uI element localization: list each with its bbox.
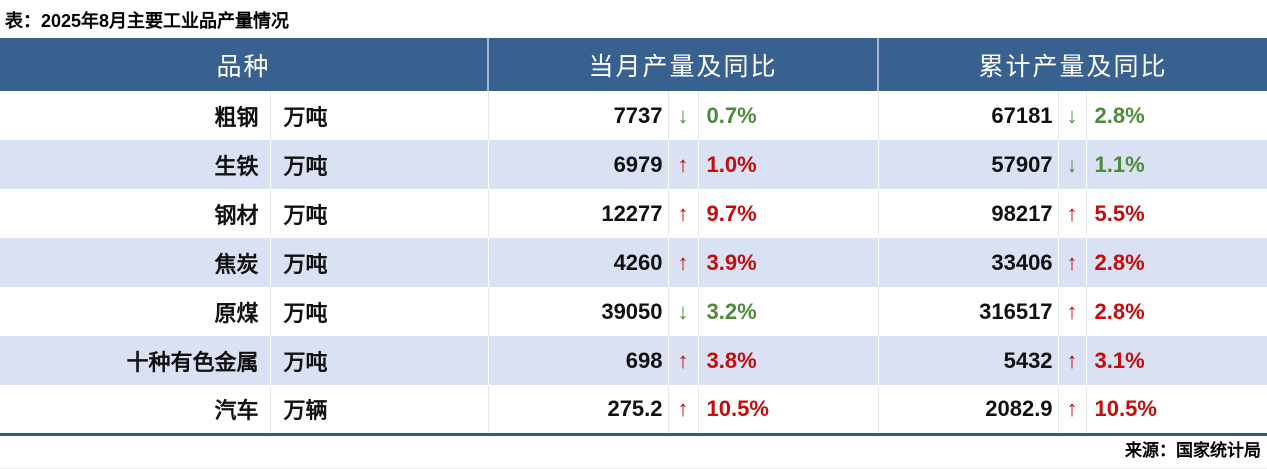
down-arrow-icon: ↓ <box>667 91 699 140</box>
header-month: 当月产量及同比 <box>487 38 879 91</box>
product-name-cell: 原煤 <box>214 300 259 326</box>
cumulative-value-cell: 98217 <box>877 189 1059 238</box>
unit-cell: 万吨 <box>269 189 489 238</box>
production-table: 品种 当月产量及同比 累计产量及同比 粗钢 万吨 7737 ↓ 0.7% 67181 ↓ 2.… <box>0 38 1267 436</box>
month-value-cell: 698 <box>487 336 669 385</box>
up-arrow-icon: ↑ <box>1057 238 1087 287</box>
unit-cell: 万吨 <box>269 238 489 287</box>
month-value-cell: 4260 <box>487 238 669 287</box>
unit-cell: 万辆 <box>269 385 489 434</box>
up-arrow-icon: ↑ <box>667 385 699 434</box>
month-value-cell: 39050 <box>487 287 669 336</box>
up-arrow-icon: ↑ <box>667 336 699 385</box>
table-row: 十种有色金属 万吨 698 ↑ 3.8% 5432 ↑ 3.1% <box>0 336 1267 385</box>
cumulative-value-cell: 5432 <box>877 336 1059 385</box>
unit-cell: 万吨 <box>269 140 489 189</box>
table-header-row: 品种 当月产量及同比 累计产量及同比 <box>0 38 1267 91</box>
cumulative-value-cell: 67181 <box>877 91 1059 140</box>
up-arrow-icon: ↑ <box>1057 189 1087 238</box>
cumulative-value-cell: 57907 <box>877 140 1059 189</box>
month-value-cell: 6979 <box>487 140 669 189</box>
month-value-cell: 12277 <box>487 189 669 238</box>
unit-cell: 万吨 <box>269 287 489 336</box>
table-row: 原煤 万吨 39050 ↓ 3.2% 316517 ↑ 2.8% <box>0 287 1267 336</box>
cumulative-yoy-cell: 1.1% <box>1085 140 1267 189</box>
down-arrow-icon: ↓ <box>1057 91 1087 140</box>
month-yoy-cell: 3.9% <box>697 238 879 287</box>
up-arrow-icon: ↑ <box>1057 336 1087 385</box>
month-yoy-cell: 1.0% <box>697 140 879 189</box>
unit-cell: 万吨 <box>269 91 489 140</box>
up-arrow-icon: ↑ <box>1057 287 1087 336</box>
header-cumulative: 累计产量及同比 <box>877 38 1267 91</box>
table-row: 汽车 万辆 275.2 ↑ 10.5% 2082.9 ↑ 10.5% <box>0 385 1267 434</box>
up-arrow-icon: ↑ <box>667 238 699 287</box>
product-name-cell: 十种有色金属 <box>126 349 259 375</box>
cumulative-yoy-cell: 3.1% <box>1085 336 1267 385</box>
cumulative-value-cell: 33406 <box>877 238 1059 287</box>
page-title: 表：2025年8月主要工业品产量情况 <box>5 11 290 31</box>
month-yoy-cell: 10.5% <box>697 385 879 434</box>
month-yoy-cell: 9.7% <box>697 189 879 238</box>
table-row: 焦炭 万吨 4260 ↑ 3.9% 33406 ↑ 2.8% <box>0 238 1267 287</box>
month-yoy-cell: 3.8% <box>697 336 879 385</box>
unit-cell: 万吨 <box>269 336 489 385</box>
cumulative-value-cell: 316517 <box>877 287 1059 336</box>
product-name-cell: 焦炭 <box>214 251 259 277</box>
month-yoy-cell: 0.7% <box>697 91 879 140</box>
table-row: 生铁 万吨 6979 ↑ 1.0% 57907 ↓ 1.1% <box>0 140 1267 189</box>
up-arrow-icon: ↑ <box>1057 385 1087 434</box>
product-name-cell: 粗钢 <box>214 104 259 130</box>
product-name-cell: 生铁 <box>214 153 259 179</box>
down-arrow-icon: ↓ <box>667 287 699 336</box>
cumulative-yoy-cell: 5.5% <box>1085 189 1267 238</box>
table-row: 钢材 万吨 12277 ↑ 9.7% 98217 ↑ 5.5% <box>0 189 1267 238</box>
cumulative-yoy-cell: 2.8% <box>1085 91 1267 140</box>
table-row: 粗钢 万吨 7737 ↓ 0.7% 67181 ↓ 2.8% <box>0 91 1267 140</box>
cumulative-yoy-cell: 2.8% <box>1085 238 1267 287</box>
up-arrow-icon: ↑ <box>667 189 699 238</box>
product-name-cell: 汽车 <box>214 397 259 423</box>
cumulative-yoy-cell: 10.5% <box>1085 385 1267 434</box>
month-value-cell: 275.2 <box>487 385 669 434</box>
header-product: 品种 <box>216 53 271 81</box>
down-arrow-icon: ↓ <box>1057 140 1087 189</box>
cumulative-yoy-cell: 2.8% <box>1085 287 1267 336</box>
source-note: 来源：国家统计局 <box>1125 440 1261 460</box>
cumulative-value-cell: 2082.9 <box>877 385 1059 434</box>
month-yoy-cell: 3.2% <box>697 287 879 336</box>
up-arrow-icon: ↑ <box>667 140 699 189</box>
month-value-cell: 7737 <box>487 91 669 140</box>
table-body: 粗钢 万吨 7737 ↓ 0.7% 67181 ↓ 2.8% 生铁 万吨 6979 ↑ 1.0% 5790… <box>0 91 1267 434</box>
product-name-cell: 钢材 <box>214 202 259 228</box>
